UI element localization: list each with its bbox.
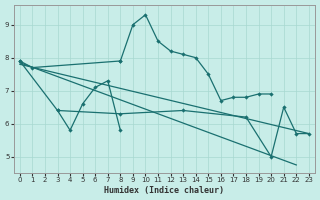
- X-axis label: Humidex (Indice chaleur): Humidex (Indice chaleur): [104, 186, 224, 195]
